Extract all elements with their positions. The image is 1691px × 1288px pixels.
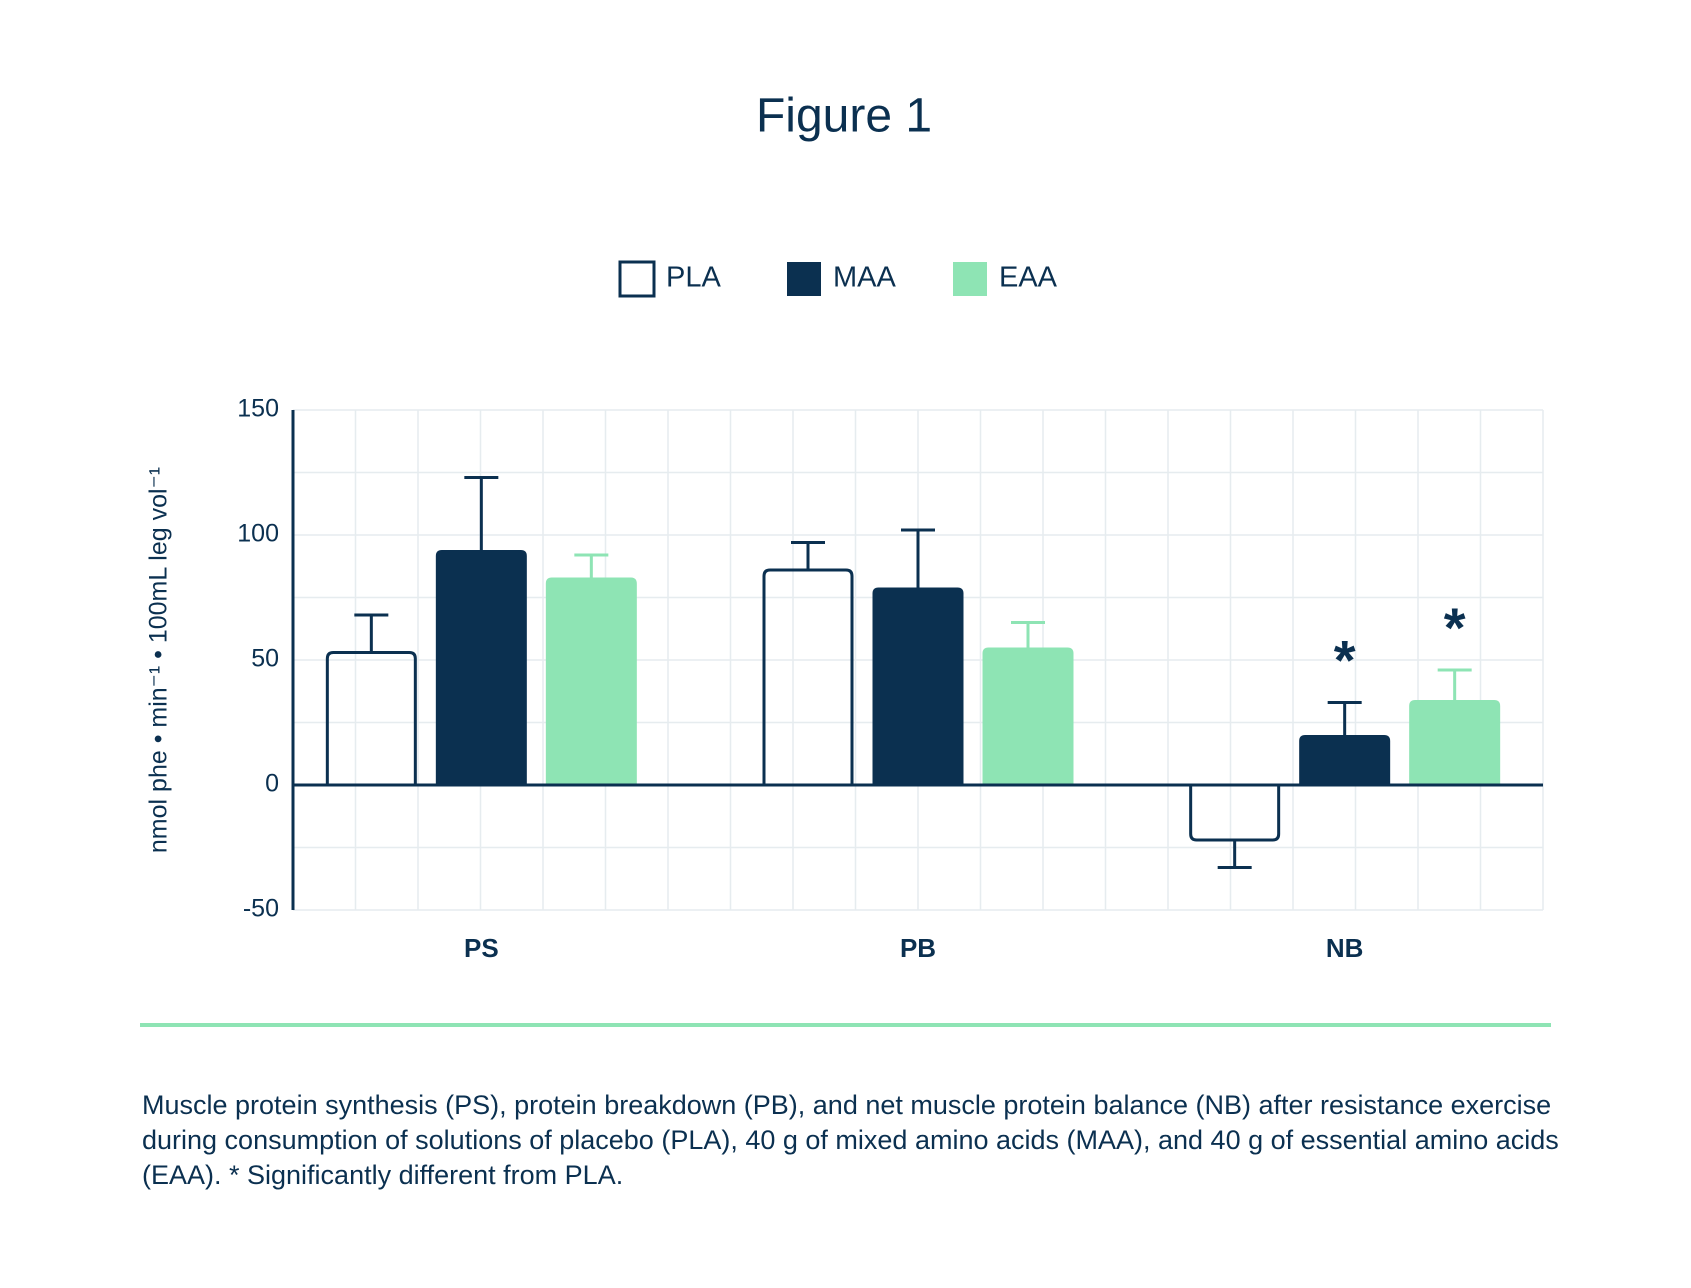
chart-title: Figure 1 [756,90,932,143]
x-tick-label: PS [464,933,499,963]
caption: Muscle protein synthesis (PS), protein b… [142,1090,1559,1190]
legend-swatch [787,262,821,296]
y-tick-label: -50 [243,895,279,923]
legend-swatch [618,260,656,298]
legend-swatch [953,262,987,296]
bar [1189,785,1281,842]
x-tick-label: NB [1326,933,1364,963]
y-axis-label: nmol phe • min⁻¹ • 100mL leg vol⁻¹ [145,467,173,853]
legend-label: MAA [833,262,897,294]
y-tick-label: 100 [237,520,279,548]
y-tick-label: 150 [237,395,279,423]
y-tick-label: 50 [251,645,279,673]
bar [872,587,964,785]
bar [762,568,854,785]
bar [982,647,1074,785]
significance-mark: * [1444,596,1466,659]
bar [435,550,527,785]
bar [545,577,637,785]
x-tick-label: PB [900,933,936,963]
bar [1409,700,1501,785]
significance-mark: * [1334,628,1356,691]
legend-label: EAA [999,262,1058,294]
bar [325,651,417,785]
chart: Figure 1 nmol phe • min⁻¹ • 100mL leg vo… [140,90,1551,1027]
y-tick-label: 0 [265,770,279,798]
bar [1299,735,1391,785]
legend-label: PLA [666,262,721,294]
